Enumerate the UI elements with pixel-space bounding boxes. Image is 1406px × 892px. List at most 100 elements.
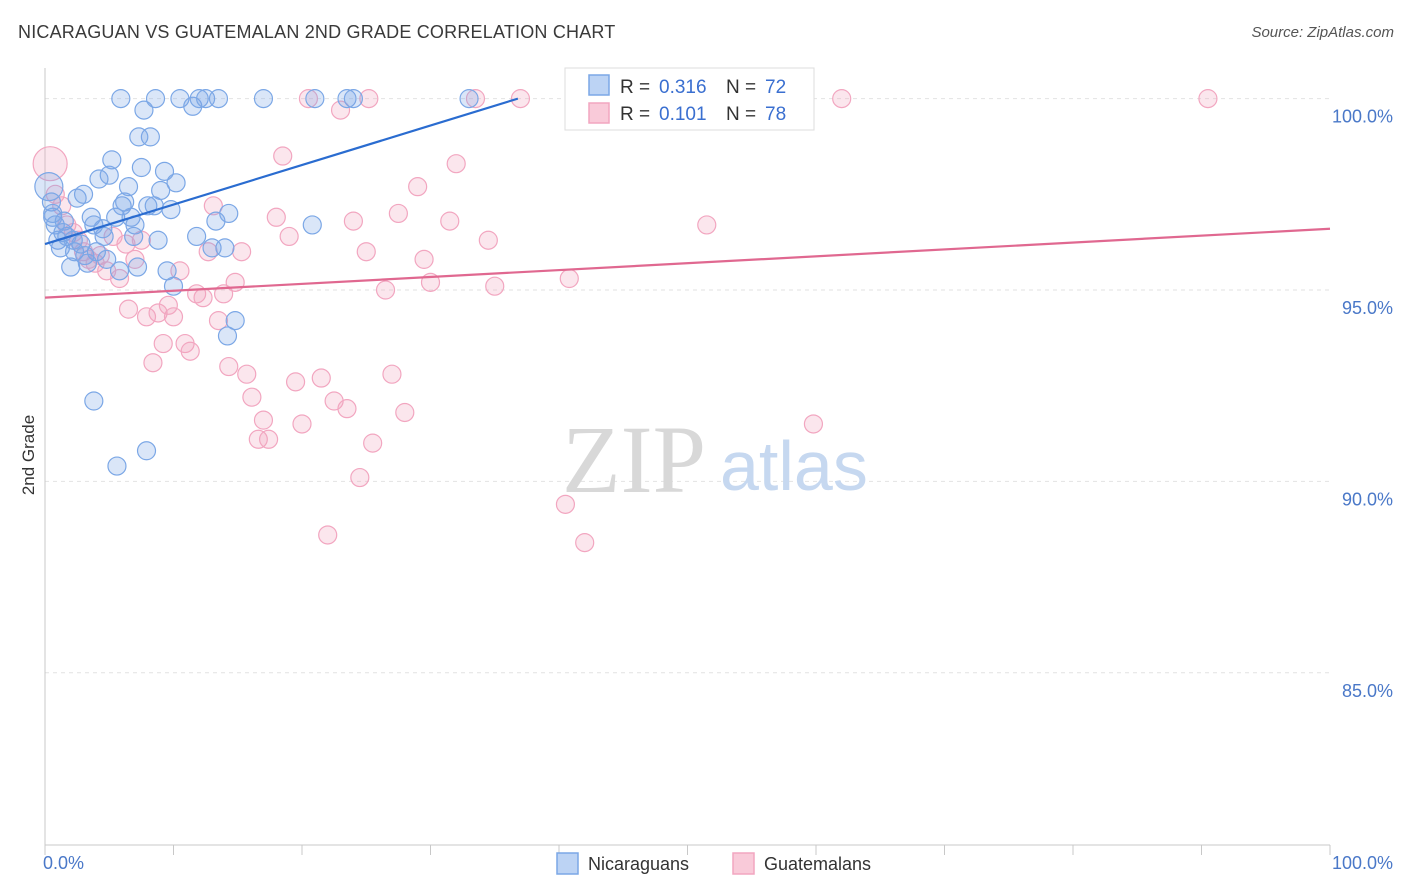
point-guatemalans — [1198, 89, 1218, 109]
point-guatemalans — [440, 211, 460, 231]
point-guatemalans — [285, 372, 306, 392]
y-tick-labels: 100.0% 95.0% 90.0% 85.0% — [1332, 107, 1393, 701]
point-nicaraguans — [208, 89, 229, 109]
x-tick-labels: 0.0% 100.0% — [43, 853, 1393, 873]
point-guatemalans — [330, 100, 351, 120]
point-guatemalans — [356, 242, 376, 262]
point-guatemalans — [32, 146, 68, 182]
trend-line-guatemalans — [44, 227, 1331, 299]
point-nicaraguans — [459, 89, 479, 109]
point-guatemalans — [510, 89, 531, 109]
point-nicaraguans — [154, 161, 175, 181]
point-guatemalans — [408, 177, 428, 197]
legend-r-label-guatemalans: R = — [620, 104, 650, 125]
point-nicaraguans — [225, 311, 245, 331]
bottom-legend-label-guatemalans: Guatemalans — [764, 854, 871, 874]
point-nicaraguans — [187, 226, 207, 247]
point-guatemalans — [697, 215, 717, 235]
watermark-atlas: atlas — [720, 427, 868, 505]
point-nicaraguans — [102, 150, 122, 170]
trend-lines — [44, 97, 1331, 299]
legend-swatch-guatemalans — [588, 102, 610, 124]
point-nicaraguans — [107, 456, 127, 476]
point-nicaraguans — [129, 127, 149, 147]
point-guatemalans — [298, 89, 319, 109]
point-guatemalans — [478, 230, 498, 250]
point-nicaraguans — [337, 89, 357, 109]
point-nicaraguans — [134, 100, 154, 120]
point-guatemalans — [311, 368, 331, 388]
point-guatemalans — [266, 207, 286, 227]
point-guatemalans — [248, 429, 268, 449]
point-nicaraguans — [97, 249, 117, 269]
point-guatemalans — [343, 211, 363, 231]
point-nicaraguans — [148, 230, 168, 250]
point-guatemalans — [337, 399, 357, 419]
point-nicaraguans — [111, 89, 131, 109]
point-guatemalans — [232, 242, 252, 262]
point-guatemalans — [219, 356, 239, 377]
y-tick-label: 85.0% — [1342, 681, 1393, 701]
watermark-zip: ZIP — [562, 406, 706, 513]
point-nicaraguans — [151, 180, 171, 201]
point-guatemalans — [363, 433, 383, 453]
point-guatemalans — [143, 353, 163, 373]
point-nicaraguans — [89, 169, 109, 189]
point-guatemalans — [414, 249, 434, 269]
point-guatemalans — [125, 249, 145, 269]
point-guatemalans — [832, 89, 852, 109]
point-nicaraguans — [127, 257, 148, 277]
x-tick-label: 100.0% — [1332, 853, 1393, 873]
point-guatemalans — [555, 494, 576, 514]
legend-n-label-nicaraguans: N = — [726, 77, 756, 98]
point-nicaraguans — [99, 165, 119, 185]
point-guatemalans — [136, 307, 157, 327]
point-guatemalans — [318, 525, 338, 545]
point-guatemalans — [153, 333, 173, 354]
point-nicaraguans — [343, 89, 363, 109]
point-nicaraguans — [118, 177, 139, 197]
point-guatemalans — [575, 533, 595, 553]
point-guatemalans — [253, 410, 274, 430]
trend-line-nicaraguans — [44, 97, 519, 246]
point-nicaraguans — [219, 203, 239, 224]
x-tick-label: 0.0% — [43, 853, 84, 873]
legend-n-value-nicaraguans: 72 — [765, 77, 786, 98]
point-guatemalans — [109, 268, 130, 289]
y-tick-label: 100.0% — [1332, 107, 1393, 127]
legend-swatch-nicaraguans — [588, 74, 610, 96]
point-guatemalans — [395, 402, 415, 423]
point-guatemalans — [382, 364, 402, 384]
point-nicaraguans — [75, 245, 95, 266]
point-guatemalans — [180, 341, 200, 361]
point-nicaraguans — [166, 173, 186, 193]
point-guatemalans — [465, 89, 486, 109]
point-nicaraguans — [302, 215, 322, 235]
point-guatemalans — [163, 307, 184, 327]
source-credit: Source: ZipAtlas.com — [1251, 24, 1394, 41]
point-nicaraguans — [140, 127, 160, 147]
point-guatemalans — [118, 299, 139, 319]
point-guatemalans — [193, 288, 213, 308]
point-nicaraguans — [81, 207, 101, 227]
point-nicaraguans — [305, 89, 325, 109]
point-nicaraguans — [145, 89, 166, 109]
point-guatemalans — [388, 203, 408, 224]
point-guatemalans — [237, 364, 257, 384]
bottom-legend-swatch-guatemalans — [732, 852, 755, 875]
watermark: ZIP atlas — [562, 406, 868, 513]
point-nicaraguans — [73, 184, 94, 204]
point-nicaraguans — [94, 226, 114, 247]
legend-r-label-nicaraguans: R = — [620, 77, 650, 98]
point-guatemalans — [116, 234, 136, 254]
point-guatemalans — [359, 89, 379, 109]
point-nicaraguans — [189, 89, 209, 109]
point-nicaraguans — [136, 441, 157, 461]
legend-n-value-guatemalans: 78 — [765, 104, 786, 125]
point-guatemalans — [208, 311, 229, 331]
legend: R = 0.316 N = 72 R = 0.101 N = 78 — [564, 67, 815, 131]
point-guatemalans — [375, 280, 396, 300]
point-guatemalans — [485, 276, 505, 296]
bottom-legend-label-nicaraguans: Nicaraguans — [588, 854, 689, 874]
